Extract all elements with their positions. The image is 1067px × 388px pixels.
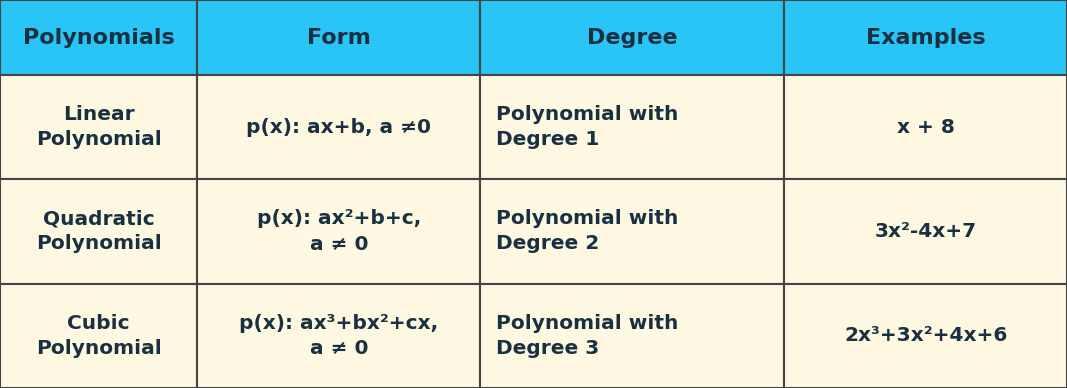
Bar bbox=[784, 284, 1067, 388]
Text: p(x): ax³+bx²+cx,
a ≠ 0: p(x): ax³+bx²+cx, a ≠ 0 bbox=[239, 314, 439, 358]
Bar bbox=[0, 75, 197, 179]
Bar bbox=[480, 284, 784, 388]
Bar bbox=[197, 75, 480, 179]
Bar bbox=[197, 0, 480, 75]
Text: Quadratic
Polynomial: Quadratic Polynomial bbox=[36, 210, 161, 253]
Bar bbox=[480, 0, 784, 75]
Text: 2x³+3x²+4x+6: 2x³+3x²+4x+6 bbox=[844, 326, 1007, 345]
Text: Polynomials: Polynomials bbox=[22, 28, 175, 47]
Bar bbox=[784, 179, 1067, 284]
Text: Linear
Polynomial: Linear Polynomial bbox=[36, 105, 161, 149]
Text: Degree: Degree bbox=[587, 28, 678, 47]
Bar bbox=[784, 0, 1067, 75]
Bar bbox=[784, 75, 1067, 179]
Text: 3x²-4x+7: 3x²-4x+7 bbox=[875, 222, 976, 241]
Bar bbox=[197, 284, 480, 388]
Text: p(x): ax²+b+c,
a ≠ 0: p(x): ax²+b+c, a ≠ 0 bbox=[257, 210, 420, 253]
Text: Polynomial with
Degree 1: Polynomial with Degree 1 bbox=[496, 105, 679, 149]
Bar bbox=[480, 75, 784, 179]
Text: Polynomial with
Degree 3: Polynomial with Degree 3 bbox=[496, 314, 679, 358]
Bar bbox=[0, 179, 197, 284]
Bar bbox=[0, 284, 197, 388]
Text: Polynomial with
Degree 2: Polynomial with Degree 2 bbox=[496, 210, 679, 253]
Text: x + 8: x + 8 bbox=[896, 118, 955, 137]
Text: p(x): ax+b, a ≠0: p(x): ax+b, a ≠0 bbox=[246, 118, 431, 137]
Bar bbox=[0, 0, 197, 75]
Text: Cubic
Polynomial: Cubic Polynomial bbox=[36, 314, 161, 358]
Bar bbox=[480, 179, 784, 284]
Text: Form: Form bbox=[307, 28, 370, 47]
Text: Examples: Examples bbox=[865, 28, 986, 47]
Bar bbox=[197, 179, 480, 284]
